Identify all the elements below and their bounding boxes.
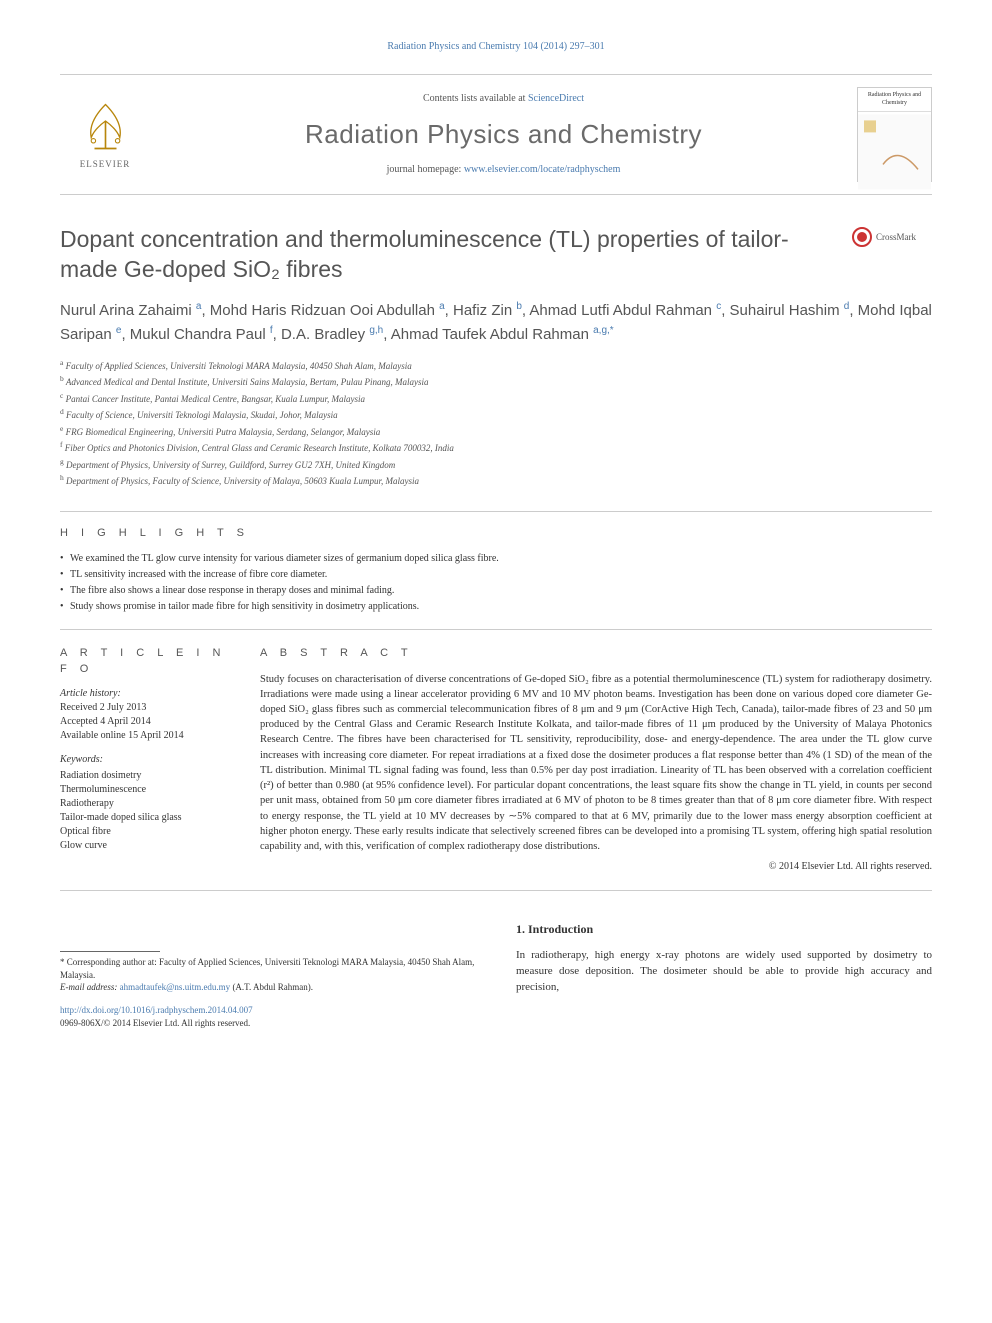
elsevier-label: ELSEVIER [80,158,131,171]
article-title: Dopant concentration and thermoluminesce… [60,225,832,285]
email-label: E-mail address: [60,982,120,992]
keyword-item: Thermoluminescence [60,783,230,797]
keyword-item: Optical fibre [60,825,230,839]
highlight-item: TL sensitivity increased with the increa… [60,567,932,583]
corresponding-author-note: * Corresponding author at: Faculty of Ap… [60,956,476,994]
homepage-prefix: journal homepage: [387,164,464,175]
abstract-text: Study focuses on characterisation of div… [260,672,932,855]
elsevier-logo[interactable]: ELSEVIER [60,90,150,180]
keyword-item: Tailor-made doped silica glass [60,811,230,825]
contents-line: Contents lists available at ScienceDirec… [150,92,857,106]
affiliation-line: a Faculty of Applied Sciences, Universit… [60,357,932,374]
affiliation-line: g Department of Physics, University of S… [60,456,932,473]
right-column: 1. Introduction In radiotherapy, high en… [516,921,932,1029]
homepage-link[interactable]: www.elsevier.com/locate/radphyschem [464,164,621,175]
abstract-heading: A B S T R A C T [260,646,932,661]
history-label: Article history: [60,687,230,701]
left-column: * Corresponding author at: Faculty of Ap… [60,921,476,1029]
affiliation-line: e FRG Biomedical Engineering, Universiti… [60,423,932,440]
affiliation-line: f Fiber Optics and Photonics Division, C… [60,439,932,456]
email-suffix: (A.T. Abdul Rahman). [230,982,313,992]
history-line: Available online 15 April 2014 [60,729,230,743]
affiliation-line: b Advanced Medical and Dental Institute,… [60,373,932,390]
doi-link[interactable]: http://dx.doi.org/10.1016/j.radphyschem.… [60,1004,476,1017]
affiliation-line: d Faculty of Science, Universiti Teknolo… [60,406,932,423]
doi-block: http://dx.doi.org/10.1016/j.radphyschem.… [60,1004,476,1029]
abstract-copyright: © 2014 Elsevier Ltd. All rights reserved… [260,860,932,874]
masthead: ELSEVIER Contents lists available at Sci… [60,74,932,195]
journal-title: Radiation Physics and Chemistry [150,116,857,152]
affiliation-line: h Department of Physics, Faculty of Scie… [60,472,932,489]
highlight-item: We examined the TL glow curve intensity … [60,551,932,567]
intro-text: In radiotherapy, high energy x-ray photo… [516,948,932,996]
footnote-separator [60,951,160,952]
intro-heading: 1. Introduction [516,921,932,938]
corresponding-email[interactable]: ahmadtaufek@ns.uitm.edu.my [120,982,231,992]
keyword-item: Radiation dosimetry [60,769,230,783]
contents-prefix: Contents lists available at [423,93,528,104]
highlight-item: The fibre also shows a linear dose respo… [60,583,932,599]
crossmark-label: CrossMark [876,231,916,244]
highlights-heading: H I G H L I G H T S [60,526,932,541]
affiliations-list: a Faculty of Applied Sciences, Universit… [60,357,932,489]
highlight-item: Study shows promise in tailor made fibre… [60,599,932,615]
keywords-label: Keywords: [60,753,230,767]
highlights-section: H I G H L I G H T S We examined the TL g… [60,511,932,615]
article-info-heading: A R T I C L E I N F O [60,646,230,677]
corresponding-text: * Corresponding author at: Faculty of Ap… [60,956,476,981]
sciencedirect-link[interactable]: ScienceDirect [528,93,584,104]
keyword-item: Glow curve [60,839,230,853]
cover-thumb-title: Radiation Physics and Chemistry [858,88,931,112]
authors-list: Nurul Arina Zahaimi a, Mohd Haris Ridzua… [60,299,932,347]
journal-citation[interactable]: Radiation Physics and Chemistry 104 (201… [60,40,932,54]
history-line: Accepted 4 April 2014 [60,715,230,729]
issn-line: 0969-806X/© 2014 Elsevier Ltd. All right… [60,1017,476,1030]
article-info: A R T I C L E I N F O Article history: R… [60,646,260,874]
history-line: Received 2 July 2013 [60,701,230,715]
elsevier-tree-icon [78,99,133,154]
journal-cover-thumbnail: Radiation Physics and Chemistry [857,87,932,182]
crossmark-badge[interactable]: CrossMark [852,225,932,249]
keyword-item: Radiotherapy [60,797,230,811]
affiliation-line: c Pantai Cancer Institute, Pantai Medica… [60,390,932,407]
crossmark-icon [852,227,872,247]
homepage-line: journal homepage: www.elsevier.com/locat… [150,163,857,177]
abstract-section: A B S T R A C T Study focuses on charact… [260,646,932,874]
cover-thumb-graphic [858,112,931,192]
